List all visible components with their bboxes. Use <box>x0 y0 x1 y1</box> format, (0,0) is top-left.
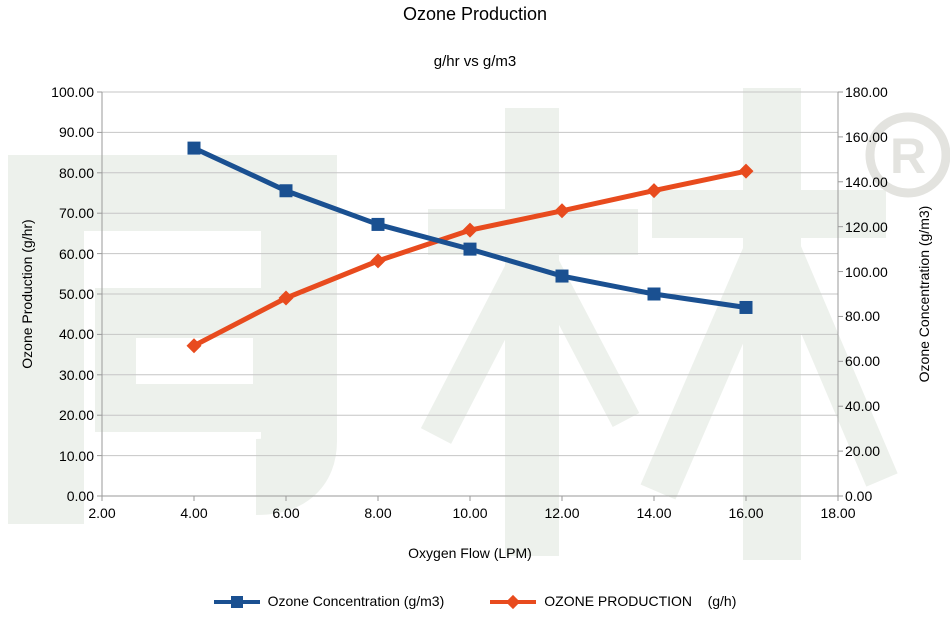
legend-marker-diamond-icon <box>490 594 537 609</box>
legend-marker-square-icon <box>213 594 260 609</box>
data-point-diamond-icon <box>278 290 294 306</box>
legend-item-ozone-concentration: Ozone Concentration (g/m3) <box>213 593 445 609</box>
data-point-square-icon <box>279 184 293 198</box>
data-point-square-icon <box>187 141 201 155</box>
data-point-square-icon <box>463 242 477 256</box>
data-point-diamond-icon <box>646 183 662 199</box>
watermark-char-lin <box>420 88 898 560</box>
data-point-square-icon <box>555 269 569 283</box>
legend: Ozone Concentration (g/m3) OZONE PRODUCT… <box>0 593 950 609</box>
series-line-1 <box>192 168 747 348</box>
legend-label-ozone-production: OZONE PRODUCTION (g/h) <box>544 593 737 609</box>
data-point-diamond-icon <box>462 222 478 238</box>
data-point-diamond-icon <box>370 253 386 269</box>
data-point-diamond-icon <box>738 163 754 179</box>
watermark-char-tong <box>8 155 337 524</box>
watermark-registered-icon: R <box>865 112 950 198</box>
legend-item-ozone-production: OZONE PRODUCTION (g/h) <box>490 593 736 609</box>
data-point-square-icon <box>739 300 753 314</box>
data-point-diamond-icon <box>554 203 570 219</box>
data-point-diamond-icon <box>186 338 202 354</box>
data-point-square-icon <box>371 217 385 231</box>
watermark-registered-letter: R <box>890 128 926 184</box>
data-point-square-icon <box>647 287 661 301</box>
legend-label-ozone-concentration: Ozone Concentration (g/m3) <box>267 593 445 609</box>
